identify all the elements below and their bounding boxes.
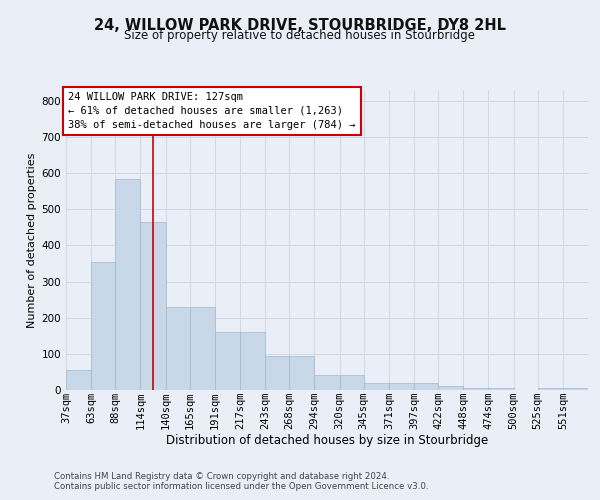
Bar	[389, 384, 414, 390]
Text: Contains public sector information licensed under the Open Government Licence v3: Contains public sector information licen…	[54, 482, 428, 491]
Bar	[166, 307, 190, 390]
Bar	[538, 388, 563, 390]
Bar	[314, 375, 340, 390]
Bar	[240, 332, 265, 390]
Bar	[215, 332, 240, 390]
Bar	[340, 375, 364, 390]
X-axis label: Distribution of detached houses by size in Stourbridge: Distribution of detached houses by size …	[166, 434, 488, 448]
Text: Contains HM Land Registry data © Crown copyright and database right 2024.: Contains HM Land Registry data © Crown c…	[54, 472, 389, 481]
Bar	[66, 370, 91, 390]
Bar	[265, 356, 289, 390]
Bar	[463, 388, 488, 390]
Bar	[140, 222, 166, 390]
Bar	[414, 384, 438, 390]
Bar	[289, 356, 314, 390]
Bar	[488, 388, 514, 390]
Bar	[190, 307, 215, 390]
Text: Size of property relative to detached houses in Stourbridge: Size of property relative to detached ho…	[125, 29, 476, 42]
Bar	[91, 262, 115, 390]
Bar	[438, 386, 463, 390]
Bar	[563, 388, 588, 390]
Text: 24, WILLOW PARK DRIVE, STOURBRIDGE, DY8 2HL: 24, WILLOW PARK DRIVE, STOURBRIDGE, DY8 …	[94, 18, 506, 32]
Y-axis label: Number of detached properties: Number of detached properties	[28, 152, 37, 328]
Bar	[364, 384, 389, 390]
Bar	[115, 178, 140, 390]
Text: 24 WILLOW PARK DRIVE: 127sqm
← 61% of detached houses are smaller (1,263)
38% of: 24 WILLOW PARK DRIVE: 127sqm ← 61% of de…	[68, 92, 355, 130]
